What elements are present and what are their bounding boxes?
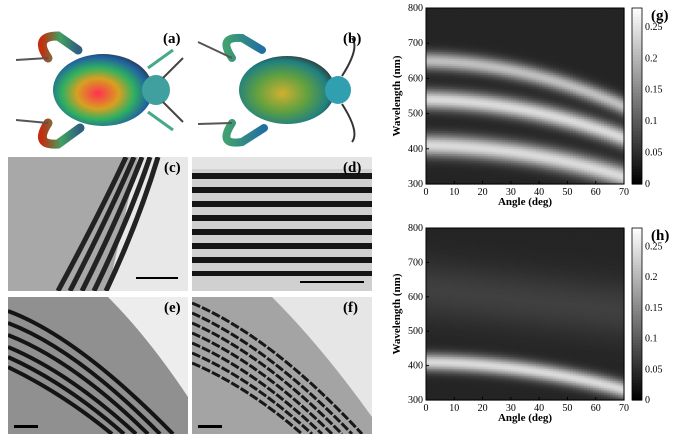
x-tick-label: 0 [424, 187, 429, 198]
y-axis-label: Wavelength (nm) [391, 55, 403, 136]
x-axis-label: Angle (deg) [498, 412, 552, 424]
y-tick-label: 800 [408, 224, 423, 234]
colorbar-tick-label: 0.15 [645, 85, 663, 96]
heatmap-cells [426, 228, 625, 401]
y-tick-label: 300 [408, 179, 423, 190]
x-tick-label: 10 [449, 187, 459, 198]
colorbar-tick-label: 0.1 [645, 334, 658, 345]
plot-frame [425, 7, 625, 185]
colorbar-tick-label: 0.25 [645, 241, 663, 252]
y-tick-label: 500 [408, 109, 423, 120]
x-tick-label: 0 [424, 403, 429, 414]
colorbar-tick-label: 0 [645, 179, 650, 190]
y-tick-label: 700 [408, 38, 423, 49]
y-tick-label: 400 [408, 144, 423, 155]
x-tick-label: 20 [478, 187, 488, 198]
y-tick-label: 600 [408, 292, 423, 303]
x-axis-label: Angle (deg) [498, 196, 552, 208]
plot-frame [425, 227, 625, 401]
colorbar-tick-label: 0.2 [645, 272, 658, 283]
x-tick-label: 20 [478, 403, 488, 414]
x-tick-label: 50 [562, 403, 572, 414]
y-tick-label: 600 [408, 73, 423, 84]
panel-label-f: (f) [343, 300, 358, 316]
panel-label-e: (e) [164, 300, 181, 316]
colorbar-tick-label: 0.2 [645, 53, 658, 64]
x-tick-label: 60 [591, 403, 601, 414]
x-tick-label: 30 [506, 187, 516, 198]
y-tick-label: 800 [408, 4, 423, 14]
colorbar-tick-label: 0 [645, 395, 650, 406]
heatmap-chart-h: 0 10 20 30 40 50 60 70 300 400 500 600 700 800 Angle (… [391, 224, 663, 424]
panel-label-c: (c) [164, 160, 181, 176]
beetle-photo-a [8, 28, 188, 150]
y-tick-label: 300 [408, 395, 423, 406]
panel-label-h: (h) [651, 228, 670, 244]
colorbar-tick-label: 0.15 [645, 303, 663, 314]
colorbar-tick-label: 0.05 [645, 148, 663, 159]
x-tick-label: 70 [619, 403, 629, 414]
panel-label-g: (g) [651, 8, 669, 24]
panel-label-a: (a) [163, 31, 181, 47]
tem-micrograph-c [8, 157, 188, 291]
tem-micrograph-f [192, 297, 372, 434]
x-tick-label: 10 [449, 403, 459, 414]
colorbar [631, 227, 643, 401]
y-axis-label: Wavelength (nm) [391, 273, 403, 354]
tem-micrograph-e [8, 297, 188, 434]
colorbar [631, 7, 643, 185]
x-tick-label: 70 [619, 187, 629, 198]
panel-label-d: (d) [343, 160, 362, 176]
x-tick-label: 50 [562, 187, 572, 198]
y-tick-label: 400 [408, 361, 423, 372]
y-tick-label: 500 [408, 326, 423, 337]
beetle-photo-b [192, 28, 372, 150]
panel-label-b: (b) [343, 31, 362, 47]
colorbar-tick-label: 0.1 [645, 116, 658, 127]
x-tick-label: 30 [506, 403, 516, 414]
tem-micrograph-d [192, 157, 372, 291]
x-tick-label: 60 [591, 187, 601, 198]
x-tick-label: 40 [534, 403, 544, 414]
x-tick-label: 40 [534, 187, 544, 198]
y-tick-label: 700 [408, 257, 423, 268]
colorbar-tick-label: 0.05 [645, 364, 663, 375]
colorbar-tick-label: 0.25 [645, 22, 663, 33]
heatmap-cells [426, 8, 625, 185]
heatmap-chart-g: 0 10 20 30 40 50 60 70 300 400 500 600 700 800 Angle (… [391, 4, 663, 208]
